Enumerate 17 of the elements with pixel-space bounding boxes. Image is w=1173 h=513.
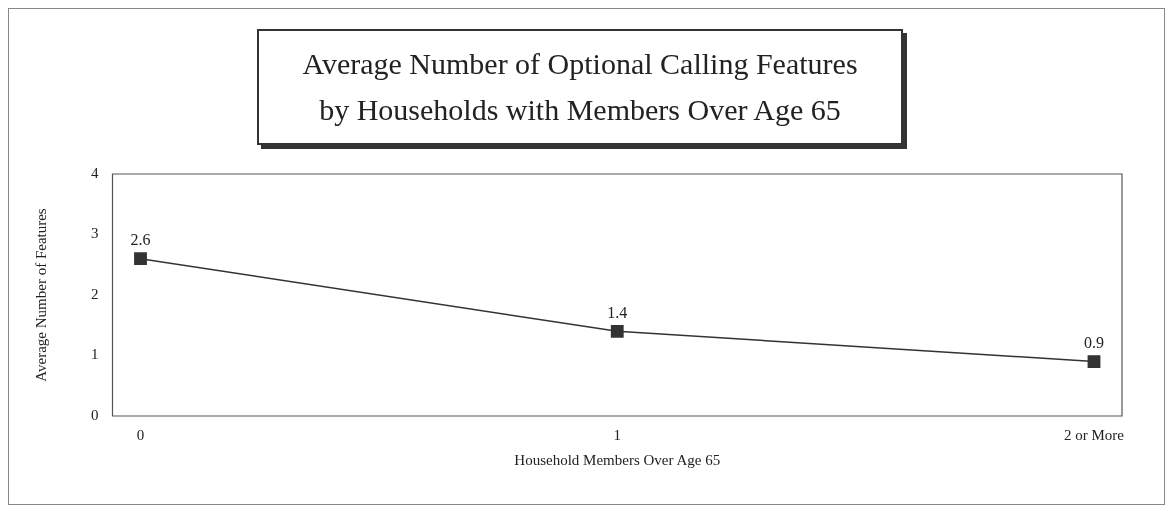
data-label: 2.6 bbox=[130, 230, 151, 248]
x-tick-label: 0 bbox=[136, 426, 145, 443]
x-tick-label: 2 or More bbox=[1064, 426, 1125, 443]
chart-title: Average Number of Optional Calling Features by Households with Members Over Age 65 bbox=[257, 29, 903, 145]
data-label: 1.4 bbox=[607, 303, 628, 321]
point bbox=[134, 252, 147, 266]
y-tick-label: 3 bbox=[91, 225, 99, 242]
y-tick-label: 2 bbox=[91, 285, 99, 302]
y-tick-label: 0 bbox=[91, 406, 99, 423]
y-axis-title: Average Number of Features bbox=[32, 208, 49, 382]
x-axis-title: Household Members Over Age 65 bbox=[514, 451, 721, 468]
point bbox=[610, 324, 624, 338]
x-tick-label: 1 bbox=[613, 426, 621, 443]
y-tick-label: 1 bbox=[91, 346, 99, 363]
point bbox=[1087, 355, 1101, 368]
y-tick-label: 4 bbox=[91, 164, 99, 181]
data-label: 0.9 bbox=[1084, 333, 1104, 351]
